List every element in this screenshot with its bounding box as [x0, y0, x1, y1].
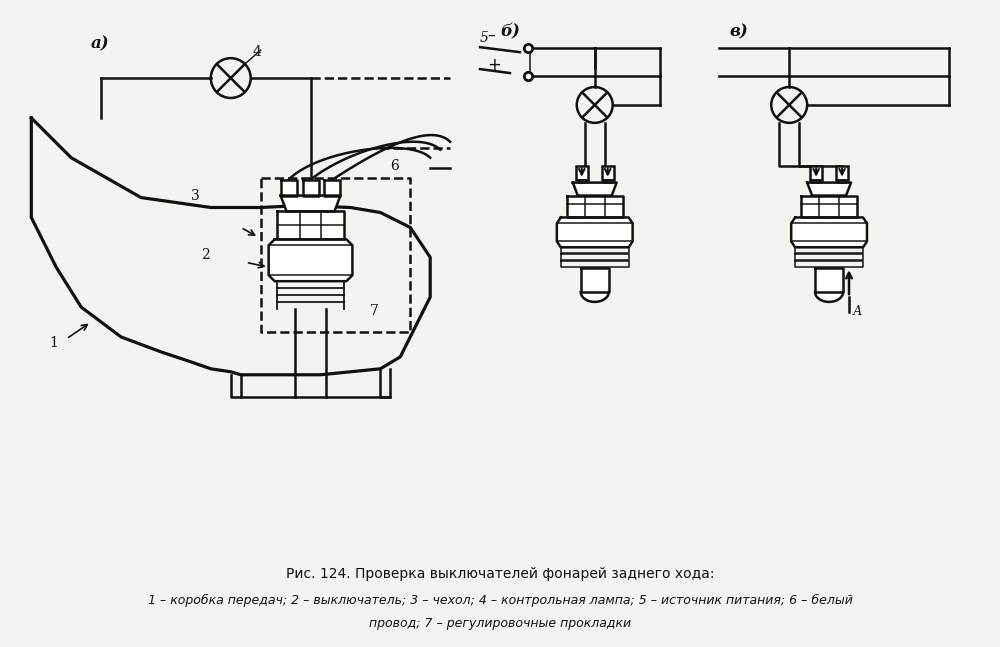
Text: 4: 4	[253, 45, 262, 59]
Polygon shape	[269, 239, 352, 281]
Text: 5: 5	[480, 31, 489, 45]
Text: +: +	[487, 56, 501, 74]
Text: 3: 3	[191, 188, 200, 203]
Polygon shape	[815, 269, 843, 292]
Polygon shape	[791, 217, 867, 247]
Polygon shape	[303, 180, 319, 195]
Polygon shape	[277, 212, 344, 239]
Text: в): в)	[729, 23, 748, 40]
Polygon shape	[815, 292, 843, 302]
Polygon shape	[324, 180, 340, 195]
Polygon shape	[281, 180, 297, 195]
Text: 7: 7	[370, 304, 379, 318]
Polygon shape	[807, 182, 851, 195]
Polygon shape	[567, 195, 623, 217]
FancyBboxPatch shape	[836, 166, 848, 180]
Text: 6: 6	[390, 159, 399, 173]
Polygon shape	[801, 195, 857, 217]
Polygon shape	[557, 217, 633, 247]
Text: 1 – коробка передач; 2 – выключатель; 3 – чехол; 4 – контрольная лампа; 5 – исто: 1 – коробка передач; 2 – выключатель; 3 …	[148, 594, 852, 608]
Polygon shape	[581, 292, 609, 302]
Text: 2: 2	[201, 248, 210, 262]
Polygon shape	[573, 182, 617, 195]
Text: –: –	[487, 28, 495, 43]
Text: А: А	[853, 305, 863, 318]
Polygon shape	[281, 195, 340, 212]
Text: провод; 7 – регулировочные прокладки: провод; 7 – регулировочные прокладки	[369, 617, 631, 630]
Polygon shape	[581, 269, 609, 292]
FancyBboxPatch shape	[576, 166, 588, 180]
Text: 1: 1	[49, 336, 58, 350]
Text: а): а)	[91, 35, 110, 52]
Text: б): б)	[500, 23, 520, 40]
FancyBboxPatch shape	[810, 166, 822, 180]
Text: Рис. 124. Проверка выключателей фонарей заднего хода:: Рис. 124. Проверка выключателей фонарей …	[286, 567, 714, 581]
FancyBboxPatch shape	[602, 166, 614, 180]
